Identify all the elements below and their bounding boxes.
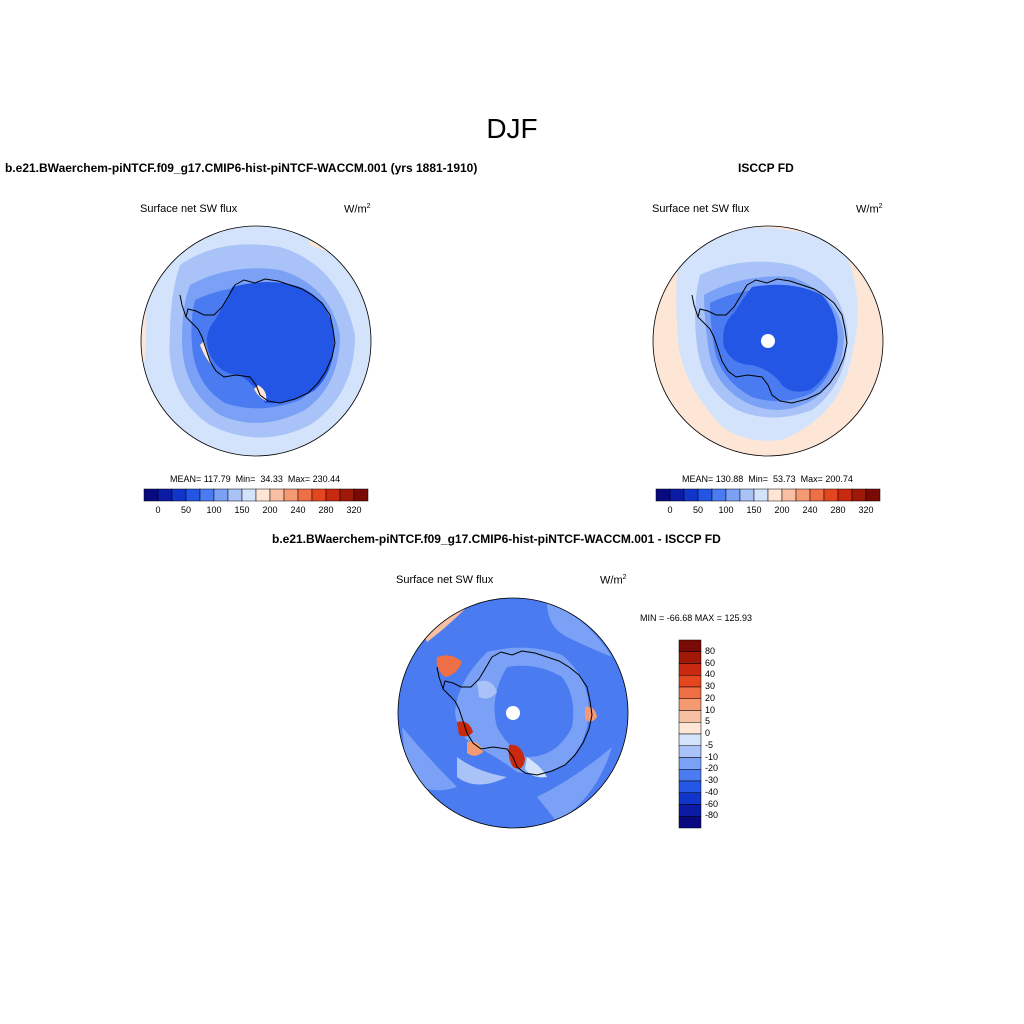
- diff-colorbar-box: [678, 769, 702, 782]
- diff-colorbar-box: [678, 722, 702, 735]
- obs-colorbar-box: [753, 488, 769, 502]
- obs-stats: MEAN= 130.88 Min= 53.73 Max= 200.74: [682, 474, 853, 484]
- obs-colorbar-box: [739, 488, 755, 502]
- model-colorbar-tick-label: 200: [262, 505, 278, 515]
- obs-colorbar-tick-label: 0: [667, 505, 673, 515]
- obs-colorbar-box: [837, 488, 853, 502]
- diff-stats: MIN = -66.68 MAX = 125.93: [640, 613, 753, 623]
- diff-colorbar-tick-label: -10: [705, 751, 719, 762]
- diff-colorbar-tick-label: 5: [705, 716, 711, 727]
- obs-colorbar-tick-label: 150: [746, 505, 762, 515]
- diff-variable-label: Surface net SW flux: [396, 574, 494, 586]
- diff-colorbar-box: [678, 792, 702, 805]
- obs-colorbar: [655, 488, 881, 502]
- diff-panel-title: b.e21.BWaerchem-piNTCF.f09_g17.CMIP6-his…: [272, 532, 721, 546]
- diff-colorbar-box: [678, 804, 702, 817]
- obs-colorbar-box: [767, 488, 783, 502]
- diff-colorbar-box: [678, 745, 702, 758]
- model-colorbar-box: [353, 488, 369, 502]
- model-colorbar-box: [185, 488, 201, 502]
- model-colorbar-box: [213, 488, 229, 502]
- model-colorbar-box: [269, 488, 285, 502]
- model-colorbar: [143, 488, 369, 502]
- figure-title: DJF: [486, 113, 538, 144]
- diff-colorbar-tick-label: -20: [705, 763, 719, 774]
- obs-colorbar-tick-label: 100: [718, 505, 734, 515]
- model-colorbar-tick-label: 320: [346, 505, 362, 515]
- obs-colorbar-box: [683, 488, 699, 502]
- obs-colorbar-box: [823, 488, 839, 502]
- model-polar-map: [140, 225, 372, 457]
- obs-colorbar-tick-label: 200: [774, 505, 790, 515]
- diff-colorbar-box: [678, 710, 702, 723]
- obs-colorbar-box: [795, 488, 811, 502]
- obs-units-label: W/m2: [856, 203, 883, 216]
- model-colorbar-box: [325, 488, 341, 502]
- obs-colorbar-box: [809, 488, 825, 502]
- model-colorbar-box: [199, 488, 215, 502]
- model-colorbar-tick-label: 100: [206, 505, 222, 515]
- model-colorbar-box: [297, 488, 313, 502]
- diff-colorbar-tick-label: 10: [705, 704, 716, 715]
- obs-colorbar-box: [697, 488, 713, 502]
- obs-colorbar-box: [781, 488, 797, 502]
- model-colorbar-tick-label: 280: [318, 505, 334, 515]
- model-stats: MEAN= 117.79 Min= 34.33 Max= 230.44: [170, 474, 341, 484]
- model-variable-label: Surface net SW flux: [140, 203, 238, 215]
- model-colorbar-box: [171, 488, 187, 502]
- diff-units-label: W/m2: [600, 574, 627, 587]
- model-colorbar-box: [311, 488, 327, 502]
- diff-polar-map: [397, 597, 629, 829]
- diff-colorbar-box: [678, 733, 702, 746]
- model-colorbar-box: [157, 488, 173, 502]
- obs-colorbar-box: [851, 488, 867, 502]
- obs-polar-map: [652, 225, 884, 457]
- model-units-label: W/m2: [344, 203, 371, 216]
- model-colorbar-tick-label: 0: [155, 505, 161, 515]
- model-colorbar-tick-label: 50: [180, 505, 191, 515]
- diff-colorbar-box: [678, 698, 702, 711]
- diff-colorbar-box: [678, 816, 702, 829]
- obs-colorbar-box: [669, 488, 685, 502]
- model-colorbar-box: [339, 488, 355, 502]
- diff-colorbar-box: [678, 663, 702, 676]
- diff-colorbar-box: [678, 757, 702, 770]
- diff-colorbar-tick-label: -30: [705, 775, 719, 785]
- model-panel-title: b.e21.BWaerchem-piNTCF.f09_g17.CMIP6-his…: [5, 161, 478, 175]
- model-colorbar-box: [241, 488, 257, 502]
- diff-colorbar-tick-label: 0: [705, 728, 711, 738]
- model-colorbar-box: [255, 488, 271, 502]
- obs-colorbar-tick-label: 320: [858, 505, 874, 515]
- diff-colorbar-box: [678, 639, 702, 652]
- obs-variable-label: Surface net SW flux: [652, 203, 750, 215]
- obs-colorbar-box: [865, 488, 881, 502]
- model-colorbar-tick-label: 150: [234, 505, 250, 515]
- diff-colorbar: [678, 639, 702, 829]
- diff-colorbar-tick-label: -80: [705, 810, 719, 821]
- obs-colorbar-tick-label: 240: [802, 505, 818, 515]
- obs-colorbar-box: [655, 488, 671, 502]
- obs-colorbar-tick-label: 50: [692, 505, 703, 515]
- diff-colorbar-tick-label: 30: [705, 681, 716, 691]
- diff-colorbar-tick-label: -5: [705, 739, 714, 750]
- diff-colorbar-box: [678, 686, 702, 699]
- diff-colorbar-tick-label: 60: [705, 657, 716, 668]
- diff-colorbar-tick-label: -60: [705, 798, 719, 809]
- diff-colorbar-tick-label: 40: [705, 669, 716, 680]
- diff-colorbar-tick-label: 80: [705, 645, 716, 656]
- obs-colorbar-tick-label: 280: [830, 505, 846, 515]
- diff-colorbar-box: [678, 651, 702, 664]
- obs-colorbar-box: [711, 488, 727, 502]
- diff-colorbar-tick-label: 20: [705, 692, 716, 703]
- model-colorbar-box: [227, 488, 243, 502]
- diff-colorbar-tick-label: -40: [705, 786, 719, 797]
- obs-colorbar-box: [725, 488, 741, 502]
- model-colorbar-box: [283, 488, 299, 502]
- model-colorbar-tick-label: 240: [290, 505, 306, 515]
- obs-panel-title: ISCCP FD: [738, 161, 794, 175]
- model-colorbar-box: [143, 488, 159, 502]
- diff-colorbar-box: [678, 780, 702, 793]
- diff-colorbar-box: [678, 675, 702, 688]
